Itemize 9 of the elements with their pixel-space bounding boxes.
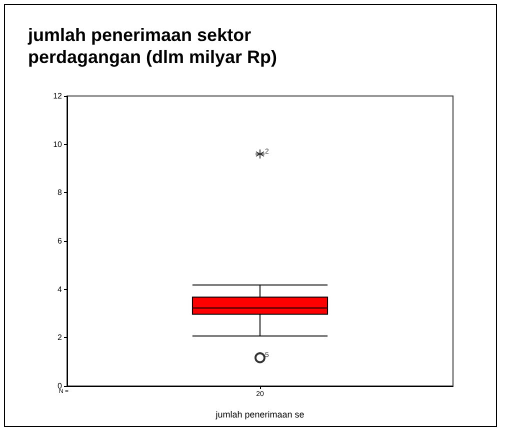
y-tick-label: 2 <box>58 333 63 342</box>
x-axis-title: jumlah penerimaan se <box>214 410 304 420</box>
y-tick-label: 12 <box>53 92 63 100</box>
chart-title: jumlah penerimaan sektor perdagangan (dlm milyar Rp) <box>28 24 278 68</box>
y-tick-label: 10 <box>53 140 63 149</box>
y-tick-label: 8 <box>58 188 63 198</box>
y-tick-label: 0 <box>58 382 63 390</box>
y-tick-label: 4 <box>58 284 63 294</box>
y-tick-label: 6 <box>58 236 63 246</box>
